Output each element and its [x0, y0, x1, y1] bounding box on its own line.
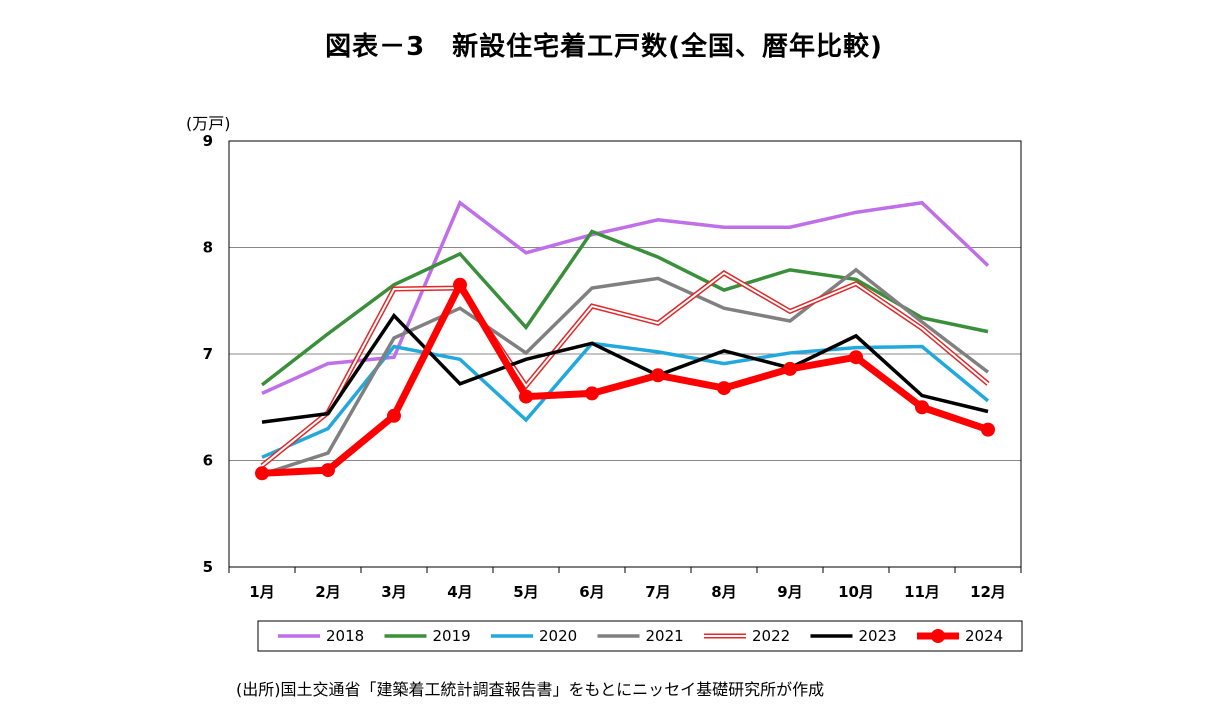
x-tick-label: 8月	[711, 583, 736, 601]
x-tick-label: 5月	[513, 583, 538, 601]
legend-label: 2022	[752, 627, 790, 645]
legend-marker	[931, 629, 945, 643]
series-2024	[255, 277, 995, 481]
legend-label: 2018	[326, 627, 364, 645]
point-2024-10	[849, 350, 863, 365]
x-tick-label: 11月	[904, 583, 940, 601]
point-2024-11	[915, 400, 929, 415]
legend-label: 2020	[539, 627, 577, 645]
x-tick-label: 12月	[970, 583, 1006, 601]
point-2024-4	[453, 277, 467, 292]
x-tick-label: 4月	[447, 583, 472, 601]
point-2024-9	[783, 361, 797, 376]
point-2024-12	[981, 422, 995, 437]
x-tick-label: 2月	[315, 583, 340, 601]
legend-item-2022: 2022	[704, 627, 790, 645]
legend-box	[257, 620, 1023, 652]
y-tick-labels: 5 6 7 8 9	[203, 132, 213, 576]
y-tick-label: 5	[203, 558, 213, 576]
series-layer	[255, 200, 995, 481]
y-tick-label: 6	[203, 452, 213, 470]
legend-item-2019: 2019	[384, 627, 471, 645]
chart-title: 図表－3 新設住宅着工戸数(全国、暦年比較)	[325, 32, 883, 62]
x-tick-label: 6月	[579, 583, 604, 601]
series-line-2019	[260, 229, 989, 387]
x-tick-label: 10月	[838, 583, 874, 601]
point-2024-7	[651, 368, 665, 383]
legend-item-2023: 2023	[810, 627, 897, 645]
legend-label: 2023	[859, 627, 897, 645]
x-tick-label: 3月	[381, 583, 406, 601]
legend-label: 2021	[646, 627, 684, 645]
grid-layer	[229, 247, 1021, 461]
y-tick-label: 8	[203, 239, 213, 257]
legend-label: 2024	[965, 627, 1003, 645]
series-line-2021	[261, 267, 990, 477]
series-2021	[261, 267, 990, 477]
series-line-2022-inner	[261, 271, 989, 467]
point-2024-6	[585, 386, 599, 401]
point-2024-2	[321, 463, 335, 478]
legend-item-2021: 2021	[597, 627, 684, 645]
y-axis-unit-label: (万戸)	[186, 114, 231, 133]
source-note: (出所)国土交通省「建築着工統計調査報告書」をもとにニッセイ基礎研究所が作成	[236, 680, 825, 699]
series-2022	[260, 270, 990, 468]
legend-item-2018: 2018	[278, 627, 364, 645]
legend-label: 2019	[433, 627, 471, 645]
point-2024-8	[717, 381, 731, 396]
y-tick-label: 9	[203, 132, 213, 150]
series-2023	[261, 312, 989, 424]
x-tick-labels: 1月 2月 3月 4月 5月 6月 7月 8月 9月 10月 11月 12月	[228, 567, 1022, 601]
point-2024-1	[255, 466, 269, 481]
series-line-2023	[261, 312, 989, 424]
x-tick-label: 9月	[777, 583, 802, 601]
y-tick-label: 7	[203, 345, 213, 363]
legend-item-2024: 2024	[917, 627, 1003, 645]
x-tick-label: 1月	[249, 583, 274, 601]
series-line-2024	[261, 281, 990, 477]
point-2024-5	[519, 389, 533, 404]
point-2024-3	[387, 408, 401, 423]
legend: 2018 2019 2020 2021 2022 2023 2024	[257, 620, 1023, 652]
legend-item-2020: 2020	[491, 627, 577, 645]
series-2019	[260, 229, 989, 387]
x-tick-label: 7月	[645, 583, 670, 601]
